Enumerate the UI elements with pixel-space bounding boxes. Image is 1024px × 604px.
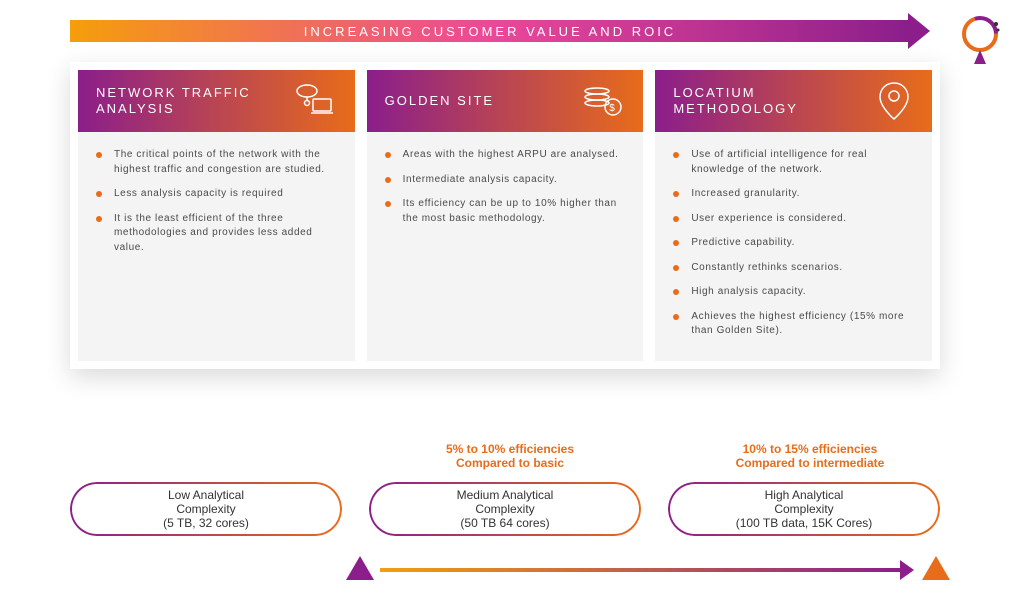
eff-line2: Compared to basic [380,456,640,470]
top-arrow-banner: INCREASING CUSTOMER VALUE AND ROIC [70,20,910,42]
location-pin-icon [874,79,914,123]
pill-low: Low Analytical Complexity (5 TB, 32 core… [70,482,342,536]
triangle-left-icon [346,556,374,580]
pill-line2: Complexity [475,502,534,516]
pill-spec: (50 TB 64 cores) [460,516,549,530]
bullet-item: Its efficiency can be up to 10% higher t… [393,197,626,226]
pill-high: High Analytical Complexity (100 TB data,… [668,482,940,536]
bullet-item: Less analysis capacity is required [104,187,337,202]
bullet-item: Predictive capability. [681,236,914,251]
bullet-item: Constantly rethinks scenarios. [681,261,914,276]
eff-line2: Compared to intermediate [680,456,940,470]
card-title: LOCATIUM METHODOLOGY [673,85,798,118]
svg-text:$: $ [610,103,618,114]
card-golden-site: GOLDEN SITE $ Areas with the highest ARP… [367,70,644,361]
card-body: Areas with the highest ARPU are analysed… [367,132,644,248]
card-header: GOLDEN SITE $ [367,70,644,132]
pill-spec: (100 TB data, 15K Cores) [736,516,873,530]
pill-line1: Low Analytical [168,488,244,502]
complexity-pill-row: Low Analytical Complexity (5 TB, 32 core… [70,482,940,536]
card-title: GOLDEN SITE [385,93,494,109]
bullet-item: Areas with the highest ARPU are analysed… [393,148,626,163]
eff-line1: 5% to 10% efficiencies [380,442,640,456]
bullet-item: It is the least efficient of the three m… [104,212,337,256]
bullet-item: The critical points of the network with … [104,148,337,177]
card-network-traffic: NETWORK TRAFFIC ANALYSIS The critical po… [78,70,355,361]
card-body: The critical points of the network with … [78,132,355,277]
cloud-laptop-icon [293,81,337,121]
coins-icon: $ [581,81,625,121]
top-arrow-label: INCREASING CUSTOMER VALUE AND ROIC [304,24,676,39]
bullet-item: Intermediate analysis capacity. [393,173,626,188]
pill-line1: High Analytical [765,488,844,502]
bullet-item: Use of artificial intelligence for real … [681,148,914,177]
methodology-panel-row: NETWORK TRAFFIC ANALYSIS The critical po… [70,62,940,369]
card-locatium: LOCATIUM METHODOLOGY Use of artificial i… [655,70,932,361]
bullet-item: High analysis capacity. [681,285,914,300]
card-header: LOCATIUM METHODOLOGY [655,70,932,132]
eff-line1: 10% to 15% efficiencies [680,442,940,456]
efficiency-label-high: 10% to 15% efficiencies Compared to inte… [680,442,940,470]
pill-line1: Medium Analytical [457,488,554,502]
pill-line2: Complexity [176,502,235,516]
bullet-list: Areas with the highest ARPU are analysed… [393,148,626,226]
bullet-item: User experience is considered. [681,212,914,227]
bullet-item: Achieves the highest efficiency (15% mor… [681,310,914,339]
bullet-list: The critical points of the network with … [104,148,337,255]
card-title: NETWORK TRAFFIC ANALYSIS [96,85,251,118]
bullet-item: Increased granularity. [681,187,914,202]
pill-medium: Medium Analytical Complexity (50 TB 64 c… [369,482,641,536]
pill-spec: (5 TB, 32 cores) [163,516,249,530]
bottom-arrow [380,568,900,572]
card-body: Use of artificial intelligence for real … [655,132,932,361]
efficiency-label-mid: 5% to 10% efficiencies Compared to basic [380,442,640,470]
card-header: NETWORK TRAFFIC ANALYSIS [78,70,355,132]
triangle-right-icon [922,556,950,580]
pill-line2: Complexity [774,502,833,516]
bullet-list: Use of artificial intelligence for real … [681,148,914,339]
logo-icon [956,12,1004,72]
